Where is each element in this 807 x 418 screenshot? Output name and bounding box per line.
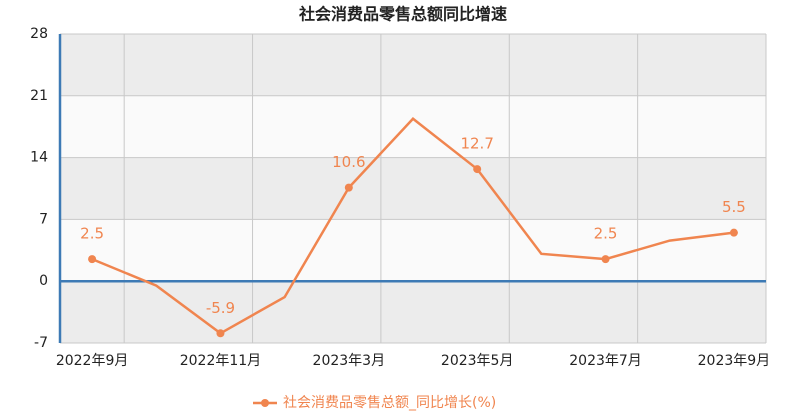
x-tick-label: 2022年9月 (56, 353, 129, 369)
x-tick-label: 2023年9月 (698, 353, 771, 369)
data-label: 10.6 (332, 153, 365, 171)
y-tick-label: 0 (39, 273, 48, 289)
grid-band (60, 34, 766, 96)
y-tick-label: 7 (39, 211, 48, 227)
x-tick-label: 2023年7月 (569, 353, 642, 369)
chart-title: 社会消费品零售总额同比增速 (298, 5, 507, 24)
data-label: -5.9 (206, 299, 235, 317)
data-label: 2.5 (80, 225, 104, 243)
y-tick-label: 21 (30, 88, 48, 104)
legend-swatch (261, 399, 269, 407)
y-tick-label: 28 (30, 26, 48, 42)
legend-label: 社会消费品零售总额_同比增长(%) (283, 395, 496, 411)
point (344, 183, 353, 192)
data-label: 5.5 (722, 198, 746, 216)
data-label: 12.7 (460, 135, 493, 153)
y-tick-label: 14 (30, 150, 48, 166)
point (601, 255, 610, 264)
line (91, 117, 735, 335)
data-label: 2.5 (594, 225, 618, 243)
x-tick-label: 2022年11月 (180, 353, 261, 369)
point (473, 165, 482, 174)
point (729, 228, 738, 237)
grid-band (60, 219, 766, 282)
grid-band (60, 95, 766, 158)
x-tick-label: 2023年5月 (441, 353, 514, 369)
grid-band (60, 281, 766, 343)
x-tick-label: 2023年3月 (313, 353, 386, 369)
point (88, 255, 97, 264)
point (216, 329, 225, 338)
y-tick-label: -7 (34, 335, 48, 351)
grid-band (60, 157, 766, 220)
